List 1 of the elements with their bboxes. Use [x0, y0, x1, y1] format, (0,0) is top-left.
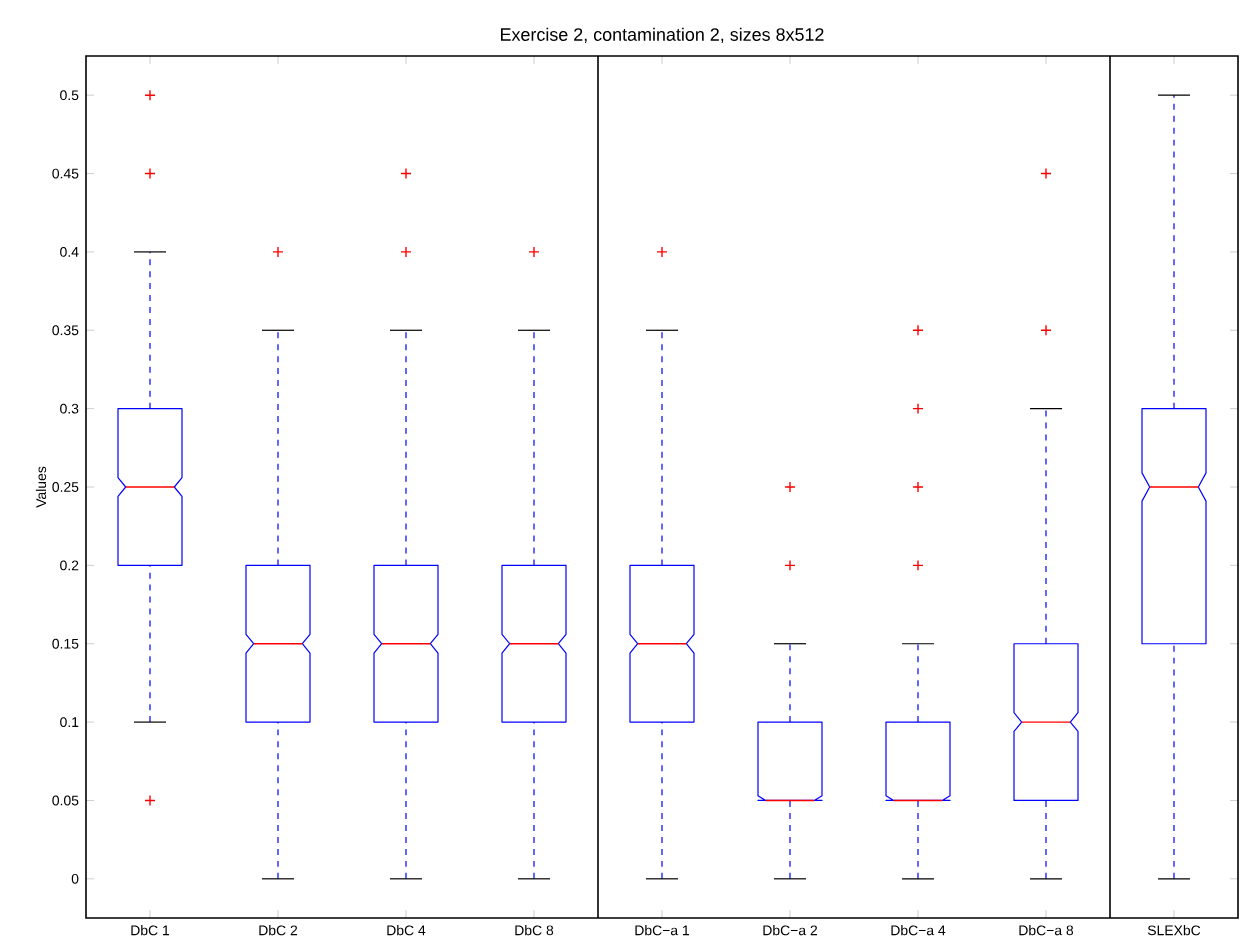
chart-title: Exercise 2, contamination 2, sizes 8x512 [500, 27, 824, 43]
